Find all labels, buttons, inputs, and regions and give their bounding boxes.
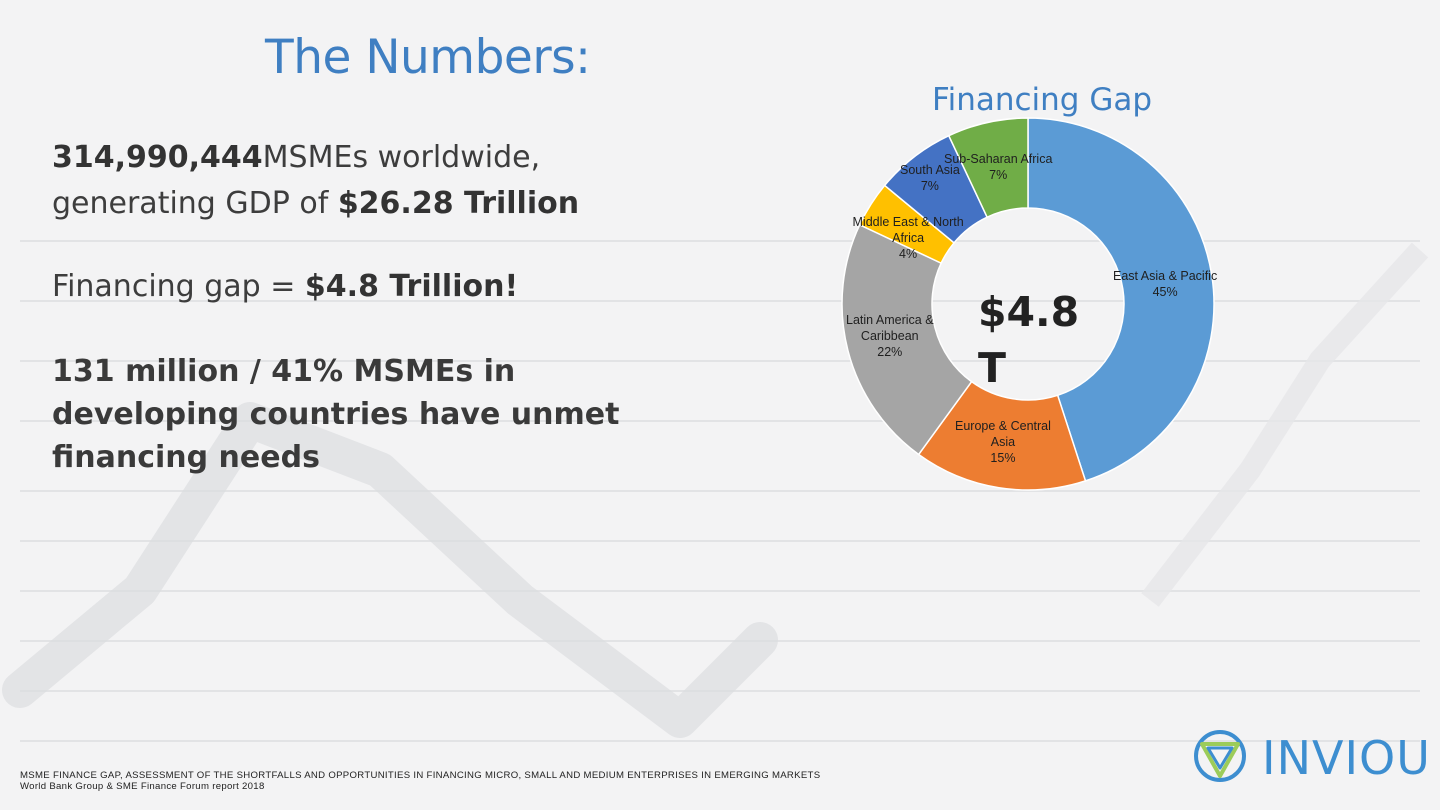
chart-title: Financing Gap bbox=[932, 82, 1153, 118]
unmet-needs-line-3: financing needs bbox=[52, 440, 320, 475]
source-line-2: World Bank Group & SME Finance Forum rep… bbox=[20, 781, 265, 792]
donut-label-europe-central-asia: Europe & Central Asia 15% bbox=[955, 418, 1051, 466]
donut-slice-sub-saharan-africa bbox=[947, 117, 1029, 219]
donut-label-percent: 7% bbox=[989, 168, 1008, 182]
donut-label-percent: 22% bbox=[877, 345, 903, 359]
donut-label-percent: 45% bbox=[1152, 285, 1178, 299]
donut-label-text: Africa bbox=[892, 231, 925, 245]
donut-label-text: South Asia bbox=[900, 163, 960, 177]
financing-gap-text: Financing gap = bbox=[52, 269, 305, 304]
unmet-needs-line-2: developing countries have unmet bbox=[52, 397, 620, 432]
donut-label-text: Latin America & bbox=[846, 313, 934, 327]
msme-count-text: MSMEs worldwide, bbox=[262, 140, 541, 175]
slide-title: The Numbers: bbox=[265, 30, 591, 85]
donut-label-sub-saharan-africa: Sub-Saharan Africa 7% bbox=[944, 151, 1052, 183]
donut-label-text: East Asia & Pacific bbox=[1113, 269, 1218, 283]
donut-label-south-asia: South Asia 7% bbox=[900, 162, 960, 194]
donut-label-latin-america-caribbean: Latin America & Caribbean 22% bbox=[846, 312, 934, 360]
source-line-1: MSME FINANCE GAP, ASSESSMENT OF THE SHOR… bbox=[20, 770, 821, 781]
source-citation: MSME FINANCE GAP, ASSESSMENT OF THE SHOR… bbox=[20, 770, 820, 792]
donut-center-value: $4.8 T bbox=[978, 284, 1080, 396]
financing-gap-stat: Financing gap = $4.8 Trillion! bbox=[52, 264, 518, 310]
donut-label-middle-east-north-africa: Middle East & North Africa 4% bbox=[853, 214, 964, 262]
unmet-needs-stat: 131 million / 41% MSMEs in developing co… bbox=[52, 350, 619, 479]
donut-label-text: Caribbean bbox=[860, 329, 919, 343]
donut-label-text: Asia bbox=[990, 435, 1016, 449]
donut-label-text: Europe & Central bbox=[955, 419, 1051, 433]
donut-label-percent: 4% bbox=[899, 247, 918, 261]
gdp-value: $26.28 Trillion bbox=[337, 186, 580, 221]
donut-slice-latin-america-caribbean bbox=[841, 223, 973, 456]
donut-label-percent: 15% bbox=[990, 451, 1016, 465]
donut-center-line-2: T bbox=[978, 344, 1006, 392]
unmet-needs-line-1: 131 million / 41% MSMEs in bbox=[52, 354, 516, 389]
gdp-text: generating GDP of bbox=[52, 186, 338, 221]
inviou-logo-icon bbox=[1194, 730, 1246, 782]
donut-label-percent: 7% bbox=[920, 179, 939, 193]
inviou-logo-text: INVIOU bbox=[1262, 731, 1431, 785]
donut-slice-east-asia-pacific bbox=[1027, 117, 1215, 482]
donut-label-text: Sub-Saharan Africa bbox=[944, 152, 1053, 166]
msme-count-value: 314,990,444 bbox=[52, 140, 263, 175]
donut-center-line-1: $4.8 bbox=[978, 288, 1080, 336]
financing-gap-value: $4.8 Trillion! bbox=[304, 269, 519, 304]
donut-label-text: Middle East & North bbox=[852, 215, 964, 229]
donut-label-east-asia-pacific: East Asia & Pacific 45% bbox=[1113, 268, 1217, 300]
msme-count-stat: 314,990,444MSMEs worldwide, generating G… bbox=[52, 135, 579, 227]
